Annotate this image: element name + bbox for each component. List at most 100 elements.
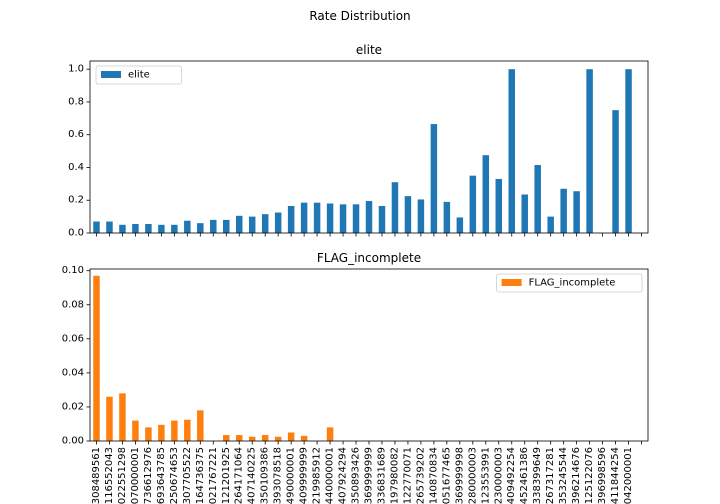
flag-incomplete-legend-swatch — [501, 279, 522, 286]
elite-bar — [521, 194, 528, 233]
elite-bar — [612, 110, 619, 233]
elite-bar — [106, 221, 113, 233]
elite-bar — [248, 216, 256, 233]
flag-incomplete-x-tick-label: 250674653 — [169, 447, 180, 504]
elite-bar — [235, 215, 243, 233]
flag-incomplete-x-tick-label: 308489561 — [91, 447, 102, 504]
elite-bar — [586, 69, 593, 233]
flag-incomplete-x-tick-label: 440000001 — [325, 447, 336, 504]
elite-bar — [93, 221, 100, 233]
flag-incomplete-x-tick-label: 280000003 — [467, 447, 478, 504]
flag-incomplete-x-tick-label: 409492254 — [506, 447, 517, 504]
flag-incomplete-axes-frame — [89, 268, 649, 442]
flag-incomplete-x-tick-label: 396998596 — [597, 447, 608, 504]
flag-incomplete-bar — [93, 275, 100, 441]
flag-incomplete-x-tick-label: 219985912 — [312, 447, 323, 504]
flag-incomplete-x-tick-label: 407924294 — [338, 447, 349, 504]
elite-y-tick-label: 0.0 — [68, 228, 84, 239]
elite-legend: elite — [95, 65, 182, 85]
elite-bar — [119, 224, 126, 233]
elite-axes-frame — [89, 60, 649, 234]
flag-incomplete-x-tick-label: 307705522 — [182, 447, 193, 504]
elite-bar — [508, 69, 515, 233]
elite-bar — [184, 220, 191, 233]
elite-title: elite — [356, 43, 382, 57]
flag-incomplete-x-tick-label: 121201925 — [221, 447, 232, 504]
elite-y-tick-label: 1.0 — [68, 64, 84, 75]
flag-incomplete-x-tick-label: 350893426 — [351, 447, 362, 504]
flag-incomplete-bar — [171, 420, 178, 441]
elite-bar — [404, 196, 412, 233]
flag-incomplete-bar — [261, 435, 269, 441]
flag-incomplete-x-tick-label: 452461386 — [519, 447, 530, 504]
flag-incomplete-y-tick-label: 0.06 — [62, 333, 84, 344]
flag-incomplete-x-tick-label: 407140225 — [247, 447, 258, 504]
elite-bar — [534, 165, 541, 233]
flag-incomplete-x-tick-label: 336831689 — [376, 447, 387, 504]
flag-incomplete-x-tick-label: 350109386 — [260, 447, 271, 504]
flag-incomplete-bar — [248, 436, 256, 441]
flag-incomplete-bar — [184, 419, 191, 441]
flag-incomplete-x-tick-label: 409999999 — [299, 447, 310, 504]
elite-bar — [197, 223, 204, 233]
elite-legend-label: elite — [128, 70, 150, 81]
flag-incomplete-x-tick-label: 125122076 — [584, 447, 595, 504]
flag-incomplete-x-tick-label: 267317281 — [545, 447, 556, 504]
elite-bar — [326, 203, 334, 233]
flag-incomplete-bar — [235, 435, 243, 441]
flag-incomplete-bar — [119, 393, 126, 441]
flag-incomplete-y-tick-label: 0.00 — [62, 436, 84, 447]
flag-incomplete-x-tick-label: 116552043 — [104, 447, 115, 504]
flag-incomplete-bar — [132, 420, 139, 441]
elite-bar — [573, 191, 580, 233]
flag-incomplete-bar — [223, 435, 230, 441]
elite-bar — [469, 175, 477, 233]
flag-incomplete-legend: FLAG_incomplete — [496, 273, 643, 293]
flag-incomplete-x-tick-label: 051677465 — [441, 447, 452, 504]
flag-incomplete-x-tick-label: 411844254 — [610, 447, 621, 504]
flag-incomplete-bar — [274, 436, 282, 441]
flag-incomplete-y-tick-label: 0.10 — [62, 265, 84, 276]
elite-legend-swatch — [101, 71, 121, 78]
flag-incomplete-legend-label: FLAG_incomplete — [529, 278, 616, 289]
elite-bar — [391, 182, 399, 233]
elite-bar — [274, 212, 282, 233]
flag-incomplete-bar — [287, 432, 295, 441]
flag-incomplete-y-tick-label: 0.02 — [62, 401, 84, 412]
flag-incomplete-x-tick-label: 396214676 — [571, 447, 582, 504]
elite-bar — [378, 205, 386, 233]
flag-incomplete-x-tick-label: 123553991 — [480, 447, 491, 504]
elite-bar — [223, 219, 230, 233]
elite-bar — [482, 155, 490, 233]
flag-incomplete-title: FLAG_incomplete — [317, 251, 421, 265]
elite-bar — [495, 178, 503, 233]
elite-bar — [560, 188, 567, 233]
elite-bar — [547, 216, 554, 233]
elite-bar — [365, 201, 373, 233]
elite-bar — [456, 217, 464, 233]
flag-incomplete-x-tick-label: 369999998 — [454, 447, 465, 504]
flag-incomplete-x-tick-label: 490000001 — [286, 447, 297, 504]
flag-incomplete-x-tick-label: 353245544 — [558, 447, 569, 504]
elite-bar — [210, 219, 217, 233]
elite-bar — [443, 201, 451, 233]
flag-incomplete-x-tick-label: 230000003 — [493, 447, 504, 504]
flag-incomplete-x-tick-label: 022551298 — [117, 447, 128, 504]
flag-incomplete-x-tick-label: 042000001 — [623, 447, 634, 504]
flag-incomplete-x-tick-label: 197980082 — [389, 447, 400, 504]
flag-incomplete-bar — [158, 424, 165, 441]
figure-suptitle: Rate Distribution — [309, 9, 410, 23]
flag-incomplete-x-tick-label: 693643785 — [156, 447, 167, 504]
elite-y-tick-label: 0.8 — [68, 96, 84, 107]
flag-incomplete-bar — [300, 435, 308, 441]
elite-bar — [171, 224, 178, 233]
elite-bar — [145, 223, 152, 233]
elite-bar — [287, 205, 295, 233]
flag-incomplete-x-tick-label: 164736375 — [195, 447, 206, 504]
elite-y-tick-label: 0.4 — [68, 162, 84, 173]
flag-incomplete-x-tick-label: 140870834 — [428, 447, 439, 504]
elite-bar — [158, 224, 165, 233]
flag-incomplete-x-tick-label: 393078518 — [273, 447, 284, 504]
elite-bar — [625, 69, 632, 233]
